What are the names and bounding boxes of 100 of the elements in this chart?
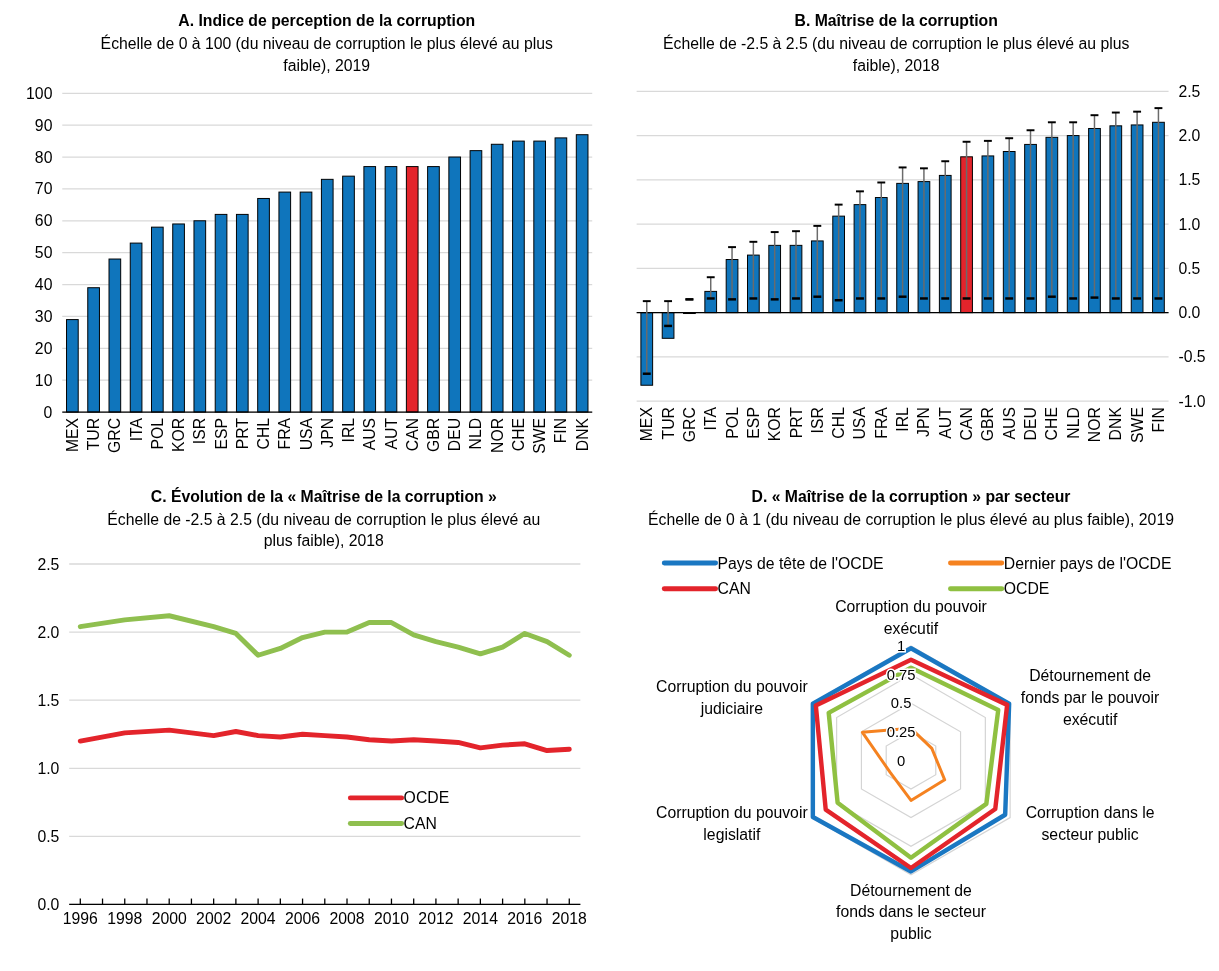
spoke-label: Corruption du pouvoir legislatif [656,804,808,843]
chart-subtitle: Échelle de -2.5 à 2.5 (du niveau de corruption le plus élevé au plus faible), 2018 [663,33,1130,74]
x-tick-label: KOR [170,417,188,453]
spoke-label: Corruption dans le secteur public [1025,804,1155,843]
x-tick-label: GRC [106,417,124,453]
x-tick-label: 2012 [418,910,454,928]
y-tick-label: 0.5 [37,827,60,845]
x-tick-label: NOR [488,417,506,453]
x-tick-label: TUR [659,407,677,440]
y2-tick-label: -0.5 [1178,348,1206,366]
y2-tick-label: 0.5 [1178,259,1201,277]
legend-label: CAN [403,815,437,833]
spoke-label: Corruption du pouvoir exécutif [835,598,987,638]
chart-title: D. « Maîtrise de la corruption » par secteur [751,487,1071,505]
x-tick-label: AUT [936,406,954,439]
y-tick-label: 1.0 [37,759,60,777]
x-tick-label: IRL [340,417,358,443]
y2-tick-label: 1.0 [1178,215,1201,233]
y-tick-label: 1.5 [37,691,60,709]
x-tick-label: 2000 [151,910,187,928]
y-tick-label: 30 [34,307,53,325]
legend-label: OCDE [403,789,450,807]
y-tick-label: 70 [34,180,53,198]
x-tick-label: FRA [872,406,890,439]
x-tick-label: CAN [958,407,976,441]
x-tick-label: CHL [830,406,848,439]
chart-subtitle: Échelle de 0 à 100 (du niveau de corruption le plus élevé au plus faible), 2019 [100,33,553,74]
x-tick-label: ITA [702,406,720,431]
x-tick-label: 1996 [62,910,99,928]
x-tick-label: MEX [63,417,81,453]
x-tick-label: 2006 [285,910,321,928]
y-tick-label: 2.5 [37,555,60,573]
x-tick-label: JPN [318,417,336,448]
line-series [77,613,572,658]
spoke-label: Détournement de fonds dans le secteur public [836,881,986,943]
x-tick-label: 2016 [507,910,543,928]
x-tick-label: AUS [361,417,379,451]
chart-subtitle: Échelle de -2.5 à 2.5 (du niveau de corruption le plus élevé au plus faible), 2018 [107,509,541,550]
x-tick-label: FIN [552,417,570,444]
y2-tick-label: -1.0 [1178,392,1206,410]
chart-title: C. Évolution de la « Maîtrise de la corruption » [150,486,498,505]
x-tick-label: GRC [680,407,698,443]
x-tick-label: JPN [915,407,933,437]
x-tick-label: FRA [276,417,294,450]
x-tick-label: SWE [531,417,549,454]
x-tick-label: DEU [446,417,464,452]
x-tick-label: 2018 [551,910,588,928]
y-tick-label: 20 [34,339,53,357]
x-tick-label: ESP [212,417,230,450]
y-tick-label: 0.5 [890,695,912,712]
x-tick-label: KOR [766,407,784,442]
y-tick-label: 0 [897,752,906,769]
y-tick-label: 100 [26,84,53,102]
y-tick-label: 0.0 [37,896,60,914]
x-tick-label: 2002 [196,910,232,928]
x-tick-label: 2008 [329,910,365,928]
x-tick-label: ISR [808,407,826,434]
y-tick-label: 10 [34,371,53,389]
x-tick-label: SWE [1128,407,1146,444]
y-tick-label: 40 [34,276,53,294]
spoke-label: Corruption du pouvoir judiciaire [656,678,808,717]
x-tick-label: CHE [1043,407,1061,441]
x-tick-label: IRL [894,406,912,432]
x-tick-label: 2004 [240,910,276,928]
legend-label: Pays de tête de l'OCDE [717,554,884,572]
x-tick-label: TUR [85,417,103,451]
legend-label: CAN [717,580,751,598]
y-tick-label: 50 [34,244,53,262]
x-tick-label: NOR [1086,407,1104,443]
chart-subtitle: Échelle de 0 à 1 (du niveau de corruption le plus élevé au plus faible), 2019 [648,509,1175,528]
x-tick-label: POL [723,406,741,439]
chart-title: A. Indice de perception de la corruption [178,12,476,30]
line-series [77,727,572,754]
x-tick-label: POL [148,417,166,450]
x-tick-label: CAN [403,417,421,452]
x-tick-label: DEU [1022,407,1040,441]
legend-label: OCDE [1003,580,1050,598]
x-tick-label: 1998 [107,910,143,928]
y2-tick-label: 2.0 [1178,127,1201,145]
legend-label: Dernier pays de l'OCDE [1003,554,1172,572]
y-tick-label: 0 [43,403,53,421]
y2-tick-label: 2.5 [1178,82,1201,100]
x-tick-label: NLD [1064,407,1082,439]
y-tick-label: 60 [34,212,53,230]
x-tick-label: CHL [255,417,273,450]
x-tick-label: PRT [233,417,251,450]
x-tick-label: 2010 [373,910,410,928]
chart-title: B. Maîtrise de la corruption [794,12,998,30]
y2-tick-label: 1.5 [1178,171,1201,189]
y2-tick-label: 0.0 [1178,304,1201,322]
x-tick-label: ESP [744,407,762,439]
x-tick-label: USA [297,417,315,451]
x-tick-label: GBR [424,417,442,453]
x-tick-label: USA [851,406,869,440]
x-tick-label: PRT [787,406,805,439]
x-tick-label: MEX [638,406,656,442]
x-tick-label: ISR [191,417,209,445]
y-tick-label: 1 [897,638,906,655]
y-tick-label: 80 [34,148,53,166]
x-tick-label: ITA [127,417,145,442]
